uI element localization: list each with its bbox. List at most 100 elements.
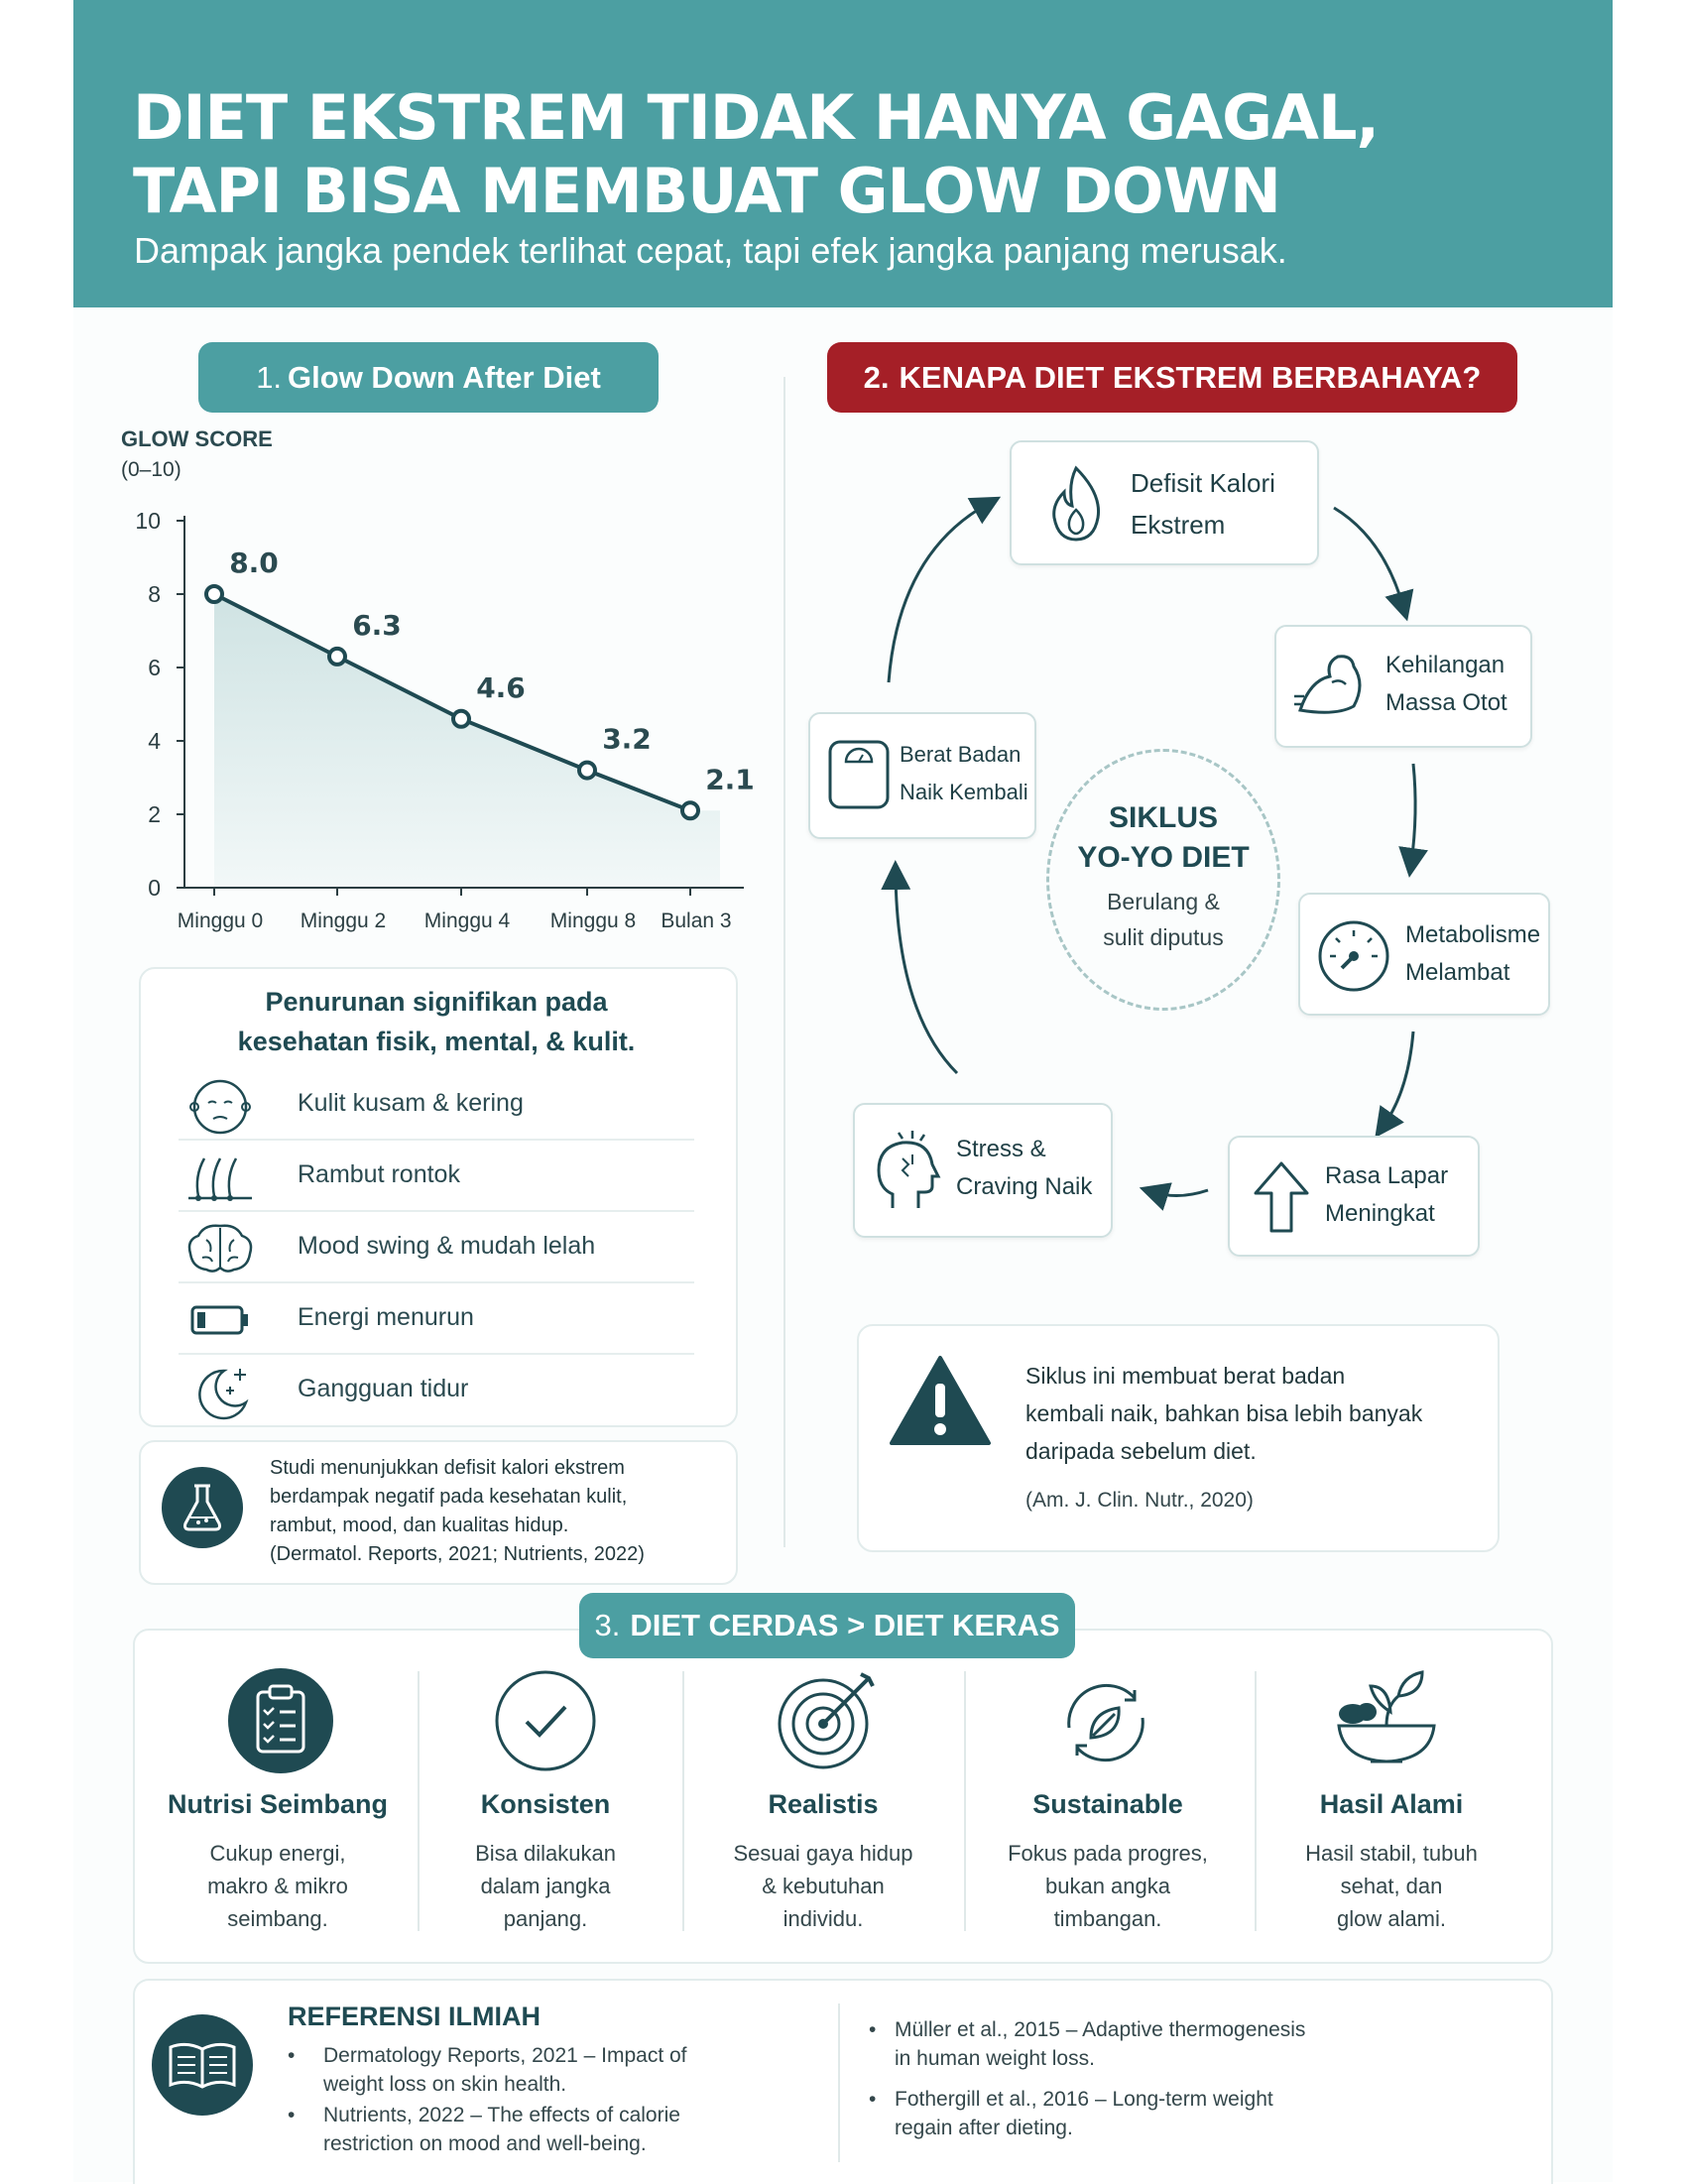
- low-battery-icon: [190, 1305, 248, 1335]
- title-line-1: DIET EKSTREM TIDAK HANYA GAGAL,: [133, 81, 1380, 154]
- symptoms-title-line-2: kesehatan fisik, mental, & kulit.: [237, 1027, 636, 1056]
- cycle-step-berat: Berat Badan Naik Kembali: [808, 712, 1036, 839]
- cycle-title: YO-YO DIET: [1077, 841, 1250, 874]
- chart-ylabel: GLOW SCORE: [121, 426, 273, 451]
- section2-number: 2.: [863, 359, 890, 395]
- reference-line: regain after dieting.: [895, 2117, 1073, 2139]
- tips-divider: [418, 1671, 420, 1931]
- tip-description: Fokus pada progres, bukan angka timbanga…: [984, 1837, 1232, 1935]
- cycle-step-line: Massa Otot: [1385, 689, 1507, 716]
- cycle-step-metabolisme: Metabolisme Melambat: [1298, 893, 1550, 1016]
- muscle-arm-icon: [1294, 655, 1362, 714]
- tip-line: bukan angka: [1045, 1874, 1170, 1898]
- cycle-step-line: Craving Naik: [956, 1173, 1093, 1200]
- leaf-cycle-icon: [1067, 1683, 1144, 1762]
- tip-title: Realistis: [768, 1789, 879, 1819]
- references-title: REFERENSI ILMIAH: [288, 2002, 542, 2031]
- x-tick-label: Minggu 4: [424, 910, 511, 932]
- tip-line: Cukup energi,: [209, 1841, 346, 1866]
- references-divider: [838, 2003, 840, 2162]
- arrow-otot-to-metabolisme: [1398, 763, 1428, 878]
- y-tick-label: 2: [148, 801, 161, 827]
- reference-item: • Fothergill et al., 2016 – Long-term we…: [869, 2085, 1273, 2142]
- tip-line: seimbang.: [227, 1906, 328, 1931]
- page-title: DIET EKSTREM TIDAK HANYA GAGAL, TAPI BIS…: [133, 81, 1541, 228]
- tips-divider: [964, 1671, 966, 1931]
- warning-citation: (Am. J. Clin. Nutr., 2020): [1025, 1489, 1254, 1512]
- study-line: berdampak negatif pada kesehatan kulit,: [270, 1486, 628, 1508]
- cycle-step-line: Naik Kembali: [900, 780, 1028, 804]
- section1-label: Glow Down After Diet: [288, 359, 601, 395]
- reference-item: • Dermatology Reports, 2021 – Impact of …: [288, 2041, 687, 2099]
- cycle-step-line: Defisit Kalori: [1131, 468, 1275, 498]
- cycle-step-label: Metabolisme Melambat: [1405, 916, 1540, 992]
- reference-line: in human weight loss.: [895, 2047, 1095, 2070]
- x-tick-label: Minggu 0: [178, 910, 263, 932]
- symptom-label: Kulit kusam & kering: [298, 1089, 524, 1117]
- warning-text: Siklus ini membuat berat badan kembali n…: [1025, 1357, 1422, 1519]
- study-citation: (Dermatol. Reports, 2021; Nutrients, 202…: [270, 1543, 645, 1565]
- section1-number: 1.: [256, 359, 283, 395]
- chart-ylabel-sub: (0–10): [121, 458, 181, 481]
- flame-icon: [1052, 465, 1101, 542]
- moon-icon: [198, 1369, 249, 1420]
- symptom-label: Gangguan tidur: [298, 1375, 469, 1402]
- symptom-label: Rambut rontok: [298, 1160, 460, 1188]
- study-line: rambut, mood, dan kualitas hidup.: [270, 1515, 569, 1536]
- header-banner: [73, 0, 1613, 307]
- y-tick-label: 10: [135, 508, 161, 534]
- cycle-step-label: Defisit Kalori Ekstrem: [1131, 462, 1275, 546]
- page-subtitle: Dampak jangka pendek terlihat cepat, tap…: [134, 230, 1287, 271]
- arrow-metabolisme-to-lapar: [1375, 1031, 1415, 1139]
- brain-icon: [187, 1224, 253, 1273]
- cycle-title: SIKLUS: [1108, 801, 1218, 834]
- lab-flask-icon: [162, 1467, 243, 1548]
- tip-line: Fokus pada progres,: [1008, 1841, 1208, 1866]
- warning-line: kembali naik, bahkan bisa lebih banyak: [1025, 1400, 1423, 1426]
- tip-line: panjang.: [503, 1906, 588, 1931]
- tips-divider: [1255, 1671, 1257, 1931]
- checkmark-circle-icon: [495, 1670, 596, 1771]
- data-point: [577, 760, 597, 781]
- gauge-icon: [1318, 920, 1389, 992]
- data-label: 4.6: [476, 671, 526, 704]
- x-tick-label: Minggu 8: [550, 910, 636, 932]
- symptom-row: Gangguan tidur: [179, 1355, 694, 1424]
- y-tick-label: 8: [148, 581, 161, 607]
- cycle-step-otot: Kehilangan Massa Otot: [1274, 625, 1532, 748]
- cycle-step-defisit: Defisit Kalori Ekstrem: [1010, 440, 1319, 565]
- x-tick-label: Minggu 2: [301, 910, 386, 932]
- chart-area: [214, 594, 720, 888]
- symptom-row: Energi menurun: [179, 1283, 694, 1355]
- cycle-subtitle: sulit diputus: [1103, 924, 1224, 950]
- section3-label: DIET CERDAS > DIET KERAS: [630, 1608, 1060, 1642]
- target-icon: [778, 1672, 875, 1769]
- data-point: [451, 708, 471, 729]
- section2-heading: 2. KENAPA DIET EKSTREM BERBAHAYA?: [827, 342, 1517, 413]
- x-tick-label: Bulan 3: [661, 910, 731, 932]
- reference-line: Dermatology Reports, 2021 – Impact of: [323, 2044, 687, 2067]
- tip-description: Bisa dilakukan dalam jangka panjang.: [422, 1837, 669, 1935]
- cycle-step-line: Meningkat: [1325, 1200, 1435, 1227]
- tip-line: dalam jangka: [480, 1874, 611, 1898]
- cycle-step-line: Metabolisme: [1405, 921, 1541, 948]
- symptom-row: Mood swing & mudah lelah: [179, 1212, 694, 1283]
- arrow-stress-to-berat: [881, 860, 959, 1075]
- hair-icon: [188, 1157, 252, 1201]
- scale-icon: [828, 740, 890, 809]
- tip-line: individu.: [783, 1906, 864, 1931]
- references-card: [133, 1979, 1553, 2184]
- y-tick-label: 6: [148, 655, 161, 680]
- reference-line: Nutrients, 2022 – The effects of calorie: [323, 2104, 680, 2126]
- study-line: Studi menunjukkan defisit kalori ekstrem: [270, 1457, 625, 1479]
- arrow-berat-to-defisit: [887, 496, 1002, 683]
- symptom-row: Kulit kusam & kering: [179, 1069, 694, 1141]
- tip-line: Bisa dilakukan: [475, 1841, 616, 1866]
- symptoms-title: Penurunan signifikan pada kesehatan fisi…: [139, 982, 734, 1061]
- study-text: Studi menunjukkan defisit kalori ekstrem…: [270, 1454, 645, 1569]
- cycle-step-lapar: Rasa Lapar Meningkat: [1228, 1136, 1480, 1257]
- warning-line: Siklus ini membuat berat badan: [1025, 1363, 1346, 1389]
- cycle-step-label: Kehilangan Massa Otot: [1385, 647, 1507, 722]
- face-icon: [189, 1079, 251, 1135]
- tip-description: Sesuai gaya hidup & kebutuhan individu.: [699, 1837, 947, 1935]
